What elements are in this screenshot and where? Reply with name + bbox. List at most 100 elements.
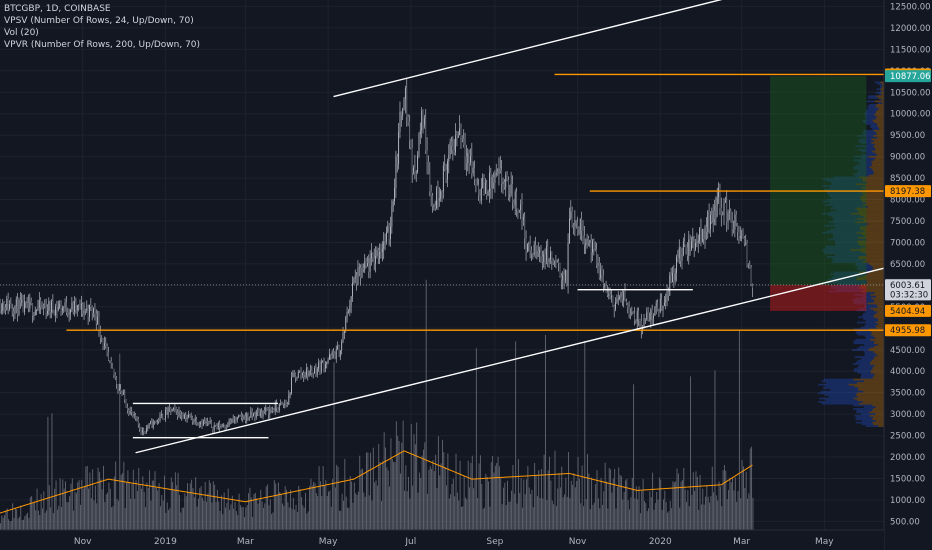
volume-bar xyxy=(42,508,43,530)
candle-body xyxy=(691,241,692,250)
candle-body xyxy=(87,308,89,318)
volume-bar xyxy=(545,334,546,530)
volume-bar xyxy=(363,492,365,530)
candle-body xyxy=(225,426,227,428)
candle-body xyxy=(312,372,314,374)
volume-bar xyxy=(47,416,49,530)
volume-profile-row-up xyxy=(822,212,852,215)
volume-bar xyxy=(734,477,736,530)
volume-profile-row-up xyxy=(833,176,860,179)
candle-body xyxy=(399,111,401,132)
candle-body xyxy=(608,294,610,296)
volume-bar xyxy=(508,501,510,530)
indicator-vpsv[interactable]: VPSV (Number Of Rows, 24, Up/Down, 70) xyxy=(4,16,194,26)
volume-profile-row-down xyxy=(863,193,884,196)
volume-bar xyxy=(470,463,472,530)
indicator-vpvr[interactable]: VPVR (Number Of Rows, 200, Up/Down, 70) xyxy=(4,40,201,50)
candle-body xyxy=(190,416,192,418)
volume-profile-row-down xyxy=(873,357,884,360)
candle-body xyxy=(533,244,535,255)
candle-body xyxy=(106,346,108,353)
volume-bar xyxy=(530,493,532,530)
candle-body xyxy=(667,291,669,296)
volume-profile-row-up xyxy=(853,342,875,345)
volume-profile-row-down xyxy=(862,178,884,180)
volume-bar xyxy=(641,490,643,530)
volume-profile-row-up xyxy=(857,321,876,324)
candle-body xyxy=(520,204,522,211)
candle-body xyxy=(223,425,225,426)
volume-bar xyxy=(535,474,537,530)
candle-body xyxy=(110,361,112,363)
candle-body xyxy=(303,372,305,378)
volume-bar xyxy=(639,513,641,530)
candle-body xyxy=(639,319,641,321)
candle-body xyxy=(89,305,90,318)
candle-body xyxy=(338,346,340,357)
candle-body xyxy=(213,425,215,430)
candle-body xyxy=(151,421,153,428)
volume-bar xyxy=(20,505,22,530)
volume-profile-row-down xyxy=(873,300,884,303)
volume-bar xyxy=(35,510,37,530)
volume-bar xyxy=(553,504,555,530)
volume-bar xyxy=(128,482,130,530)
symbol-label[interactable]: BTCGBP, 1D, COINBASE xyxy=(4,4,111,14)
candle-body xyxy=(366,263,368,266)
volume-bar xyxy=(147,488,149,530)
indicator-vol[interactable]: Vol (20) xyxy=(4,28,39,38)
volume-profile-row-up xyxy=(864,306,878,308)
volume-bar xyxy=(520,478,522,530)
candle-body xyxy=(475,179,477,185)
candle-body xyxy=(490,172,492,189)
volume-bar xyxy=(432,460,434,530)
candle-body xyxy=(116,377,118,385)
candle-body xyxy=(427,161,429,174)
volume-bar xyxy=(33,501,35,530)
volume-profile-row-down xyxy=(870,330,884,333)
volume-bar xyxy=(287,502,289,530)
volume-profile-row-up xyxy=(834,242,859,244)
candle-body xyxy=(270,409,272,410)
volume-bar xyxy=(92,469,94,530)
candle-body xyxy=(705,227,707,232)
volume-bar xyxy=(206,501,207,530)
candle-body xyxy=(86,308,88,311)
volume-bar xyxy=(394,462,396,530)
volume-bar xyxy=(0,523,1,530)
volume-profile-row-down xyxy=(873,121,884,123)
volume-profile-row-up xyxy=(863,318,878,320)
volume-bar xyxy=(185,496,187,530)
volume-bar xyxy=(532,507,534,530)
candle-body xyxy=(682,241,684,255)
candle-body xyxy=(463,138,465,145)
price-badge xyxy=(885,185,931,198)
candle-body xyxy=(696,242,698,244)
volume-profile-row-up xyxy=(868,95,877,98)
candle-body xyxy=(337,346,339,349)
volume-bar xyxy=(172,481,174,530)
volume-bar xyxy=(288,507,290,530)
volume-profile-row-down xyxy=(871,150,884,153)
candle-body xyxy=(156,419,158,422)
volume-profile-row-up xyxy=(832,205,868,208)
candle-body xyxy=(125,399,127,408)
volume-bar xyxy=(402,420,404,530)
volume-profile-row-up xyxy=(855,264,871,267)
candle-body xyxy=(674,273,676,281)
volume-profile-row-down xyxy=(868,223,884,225)
volume-profile-row-up xyxy=(823,250,861,253)
volume-bar xyxy=(6,508,8,530)
candle-body xyxy=(518,210,520,212)
volume-bar xyxy=(572,484,574,530)
candle-body xyxy=(433,205,435,207)
volume-bar xyxy=(668,511,670,530)
volume-profile-row-down xyxy=(873,171,884,174)
volume-bar xyxy=(227,488,229,530)
volume-bar xyxy=(549,456,551,530)
price-tick-label: 11500.00 xyxy=(890,45,931,55)
volume-profile-row-up xyxy=(824,188,866,191)
candle-body xyxy=(30,301,32,304)
candle-body xyxy=(550,251,551,260)
